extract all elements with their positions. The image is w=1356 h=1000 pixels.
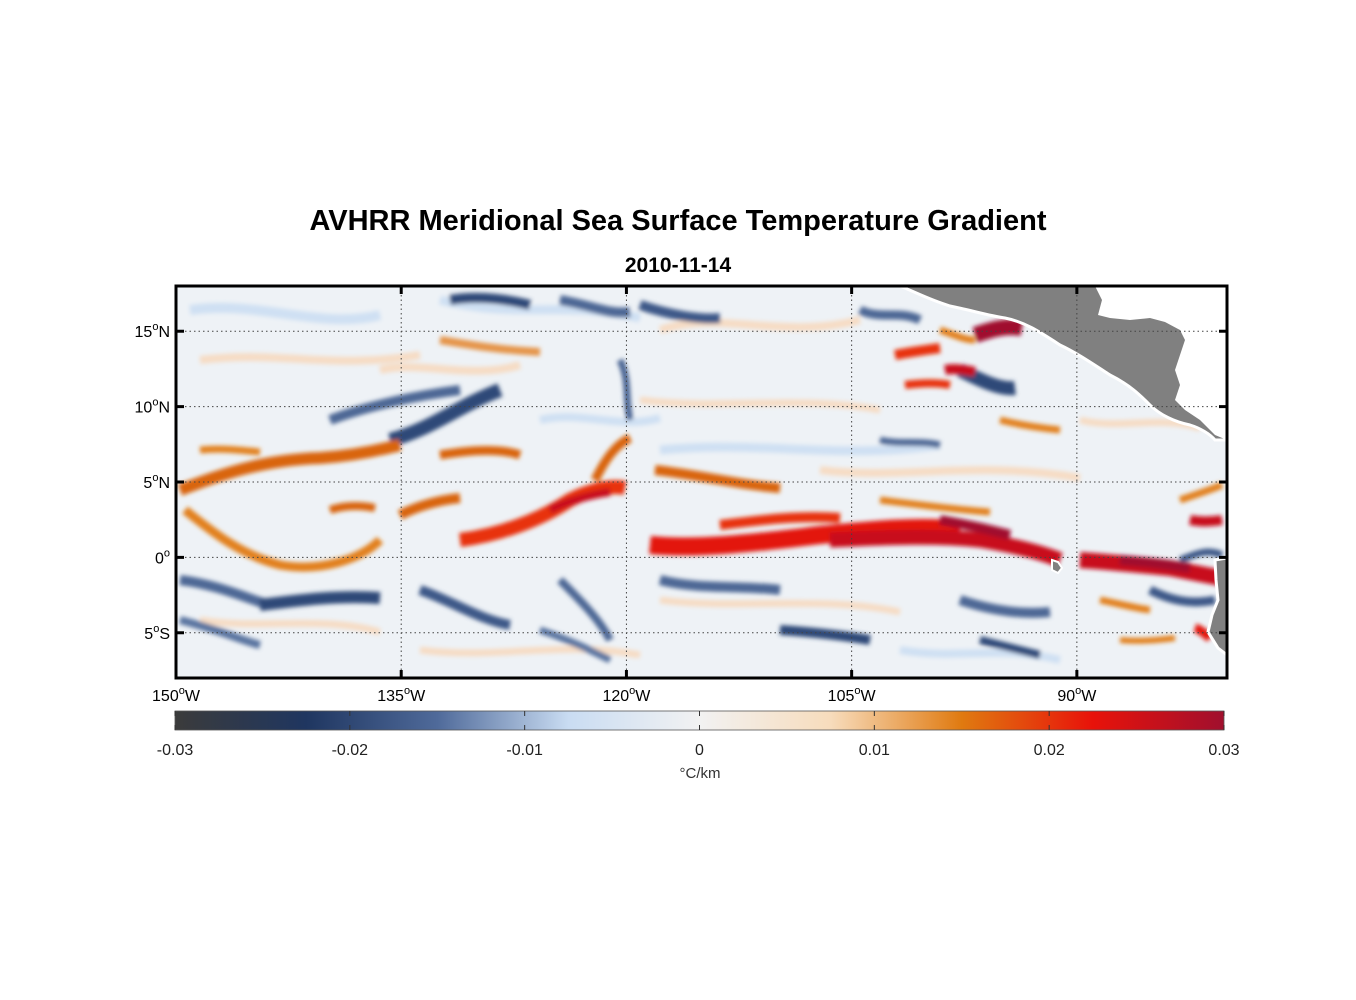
central-america-land	[899, 286, 1227, 442]
colorbar-tick-label: 0	[695, 742, 704, 759]
ocean-background	[176, 286, 1227, 678]
colorbar-tick-label: 0.03	[1208, 742, 1239, 759]
colorbar-tick-label: -0.01	[506, 742, 543, 759]
south-america-land	[1206, 556, 1227, 657]
x-tick-label: 90oW	[1057, 685, 1097, 705]
colorbar-tick-label: -0.03	[157, 742, 194, 759]
y-tick-label: 5oS	[144, 623, 170, 643]
y-tick-label: 0o	[155, 547, 170, 567]
x-tick-label: 105oW	[828, 685, 877, 705]
field-texture	[177, 292, 1224, 664]
land-mass	[899, 286, 1227, 657]
x-tick-label: 120oW	[602, 685, 651, 705]
axis-ticks: 150oW 135oW 120oW 105oW 90oW 15oN 10oN 5oN 0o 5oS	[135, 286, 1227, 705]
y-tick-label: 5oN	[143, 472, 170, 492]
galapagos-island	[1051, 558, 1064, 575]
y-tick-label: 10oN	[135, 397, 170, 417]
y-tick-label: 15oN	[135, 321, 170, 341]
x-tick-label: 150oW	[152, 685, 201, 705]
gradient-field	[176, 286, 1227, 678]
colorbar-tick-label: 0.02	[1034, 742, 1065, 759]
x-tick-label: 135oW	[377, 685, 426, 705]
no-data-inland	[1095, 286, 1227, 440]
chart-subtitle: 2010-11-14	[624, 254, 732, 277]
chart-title: AVHRR Meridional Sea Surface Temperature…	[309, 205, 1047, 237]
colorbar-ticks: -0.03 -0.02 -0.01 0 0.01 0.02 0.03	[157, 711, 1240, 759]
colorbar-tick-label: -0.02	[332, 742, 369, 759]
colorbar-label: °C/km	[680, 765, 721, 782]
colorbar-tick-label: 0.01	[859, 742, 890, 759]
